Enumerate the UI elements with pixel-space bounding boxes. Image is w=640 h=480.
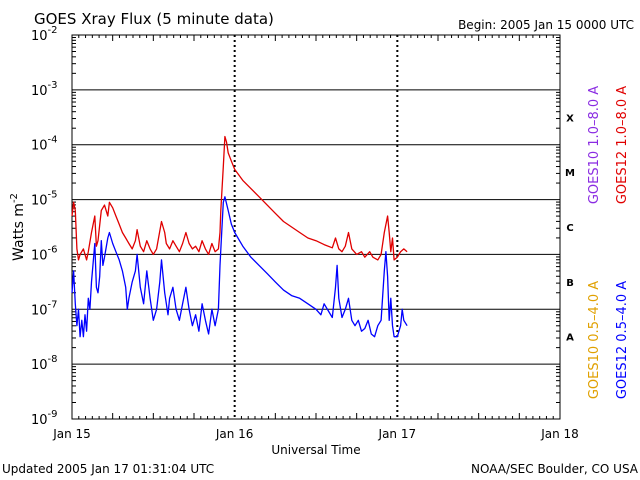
- x-axis-ticks: Jan 15 Jan 16 Jan 17 Jan 18: [52, 35, 579, 441]
- legend-entry: GOES10 1.0–8.0 A: [587, 86, 602, 204]
- legend: GOES10 1.0–8.0 A GOES12 1.0–8.0 A GOES10 0…: [587, 86, 630, 399]
- updated-timestamp: Updated 2005 Jan 17 01:31:04 UTC: [2, 462, 214, 476]
- y-tick-label: 10-8: [31, 354, 58, 373]
- y-axis-label: Watts m-2: [9, 193, 27, 261]
- chart-title: GOES Xray Flux (5 minute data): [34, 10, 274, 28]
- y-axis-label-base: Watts m: [11, 203, 27, 261]
- y-tick-label: 10-7: [31, 299, 58, 318]
- y-tick-exponent: -3: [48, 80, 58, 91]
- y-tick-exponent: -4: [48, 135, 58, 146]
- source-credit: NOAA/SEC Boulder, CO USA: [471, 462, 639, 476]
- y-tick-base: 10: [31, 139, 48, 154]
- series-line-0: [71, 135, 408, 261]
- y-tick-base: 10: [31, 358, 48, 373]
- flare-class-c: C: [566, 223, 573, 234]
- flare-class-b: B: [566, 278, 574, 289]
- y-tick-label: 10-9: [31, 409, 58, 428]
- legend-entry: GOES10 0.5–4.0 A: [587, 281, 602, 399]
- y-tick-exponent: -7: [48, 299, 58, 310]
- y-axis-ticks: 10-210-310-410-510-610-710-810-9: [31, 25, 560, 428]
- y-tick-label: 10-3: [31, 80, 58, 99]
- series-line-1: [71, 196, 408, 338]
- y-tick-label: 10-6: [31, 244, 58, 263]
- plot-area: [71, 34, 561, 420]
- y-tick-exponent: -2: [48, 25, 58, 36]
- y-tick-base: 10: [31, 29, 48, 44]
- y-tick-exponent: -5: [48, 190, 58, 201]
- flare-class-x: X: [566, 113, 574, 124]
- y-tick-exponent: -9: [48, 409, 58, 420]
- legend-entry: GOES12 1.0–8.0 A: [615, 86, 630, 204]
- begin-label: Begin: 2005 Jan 15 0000 UTC: [458, 18, 634, 32]
- x-tick-label: Jan 18: [540, 427, 579, 441]
- y-tick-exponent: -8: [48, 354, 58, 365]
- data-series: [71, 135, 408, 338]
- flare-class-a: A: [566, 333, 574, 344]
- legend-entry: GOES12 0.5–4.0 A: [615, 281, 630, 399]
- y-tick-label: 10-5: [31, 190, 58, 209]
- x-tick-label: Jan 16: [215, 427, 254, 441]
- flare-class-labels: X M C B A: [565, 113, 575, 343]
- y-tick-base: 10: [31, 84, 48, 99]
- y-axis-label-exponent: -2: [9, 193, 20, 203]
- y-tick-base: 10: [31, 413, 48, 428]
- grid-lines: [72, 35, 560, 419]
- y-tick-base: 10: [31, 194, 48, 209]
- y-tick-base: 10: [31, 303, 48, 318]
- x-tick-label: Jan 15: [52, 427, 91, 441]
- x-axis-label: Universal Time: [271, 443, 360, 457]
- y-tick-label: 10-2: [31, 25, 58, 44]
- x-tick-label: Jan 17: [378, 427, 417, 441]
- y-tick-exponent: -6: [48, 244, 58, 255]
- flare-class-m: M: [565, 168, 575, 179]
- y-tick-label: 10-4: [31, 135, 58, 154]
- y-tick-base: 10: [31, 248, 48, 263]
